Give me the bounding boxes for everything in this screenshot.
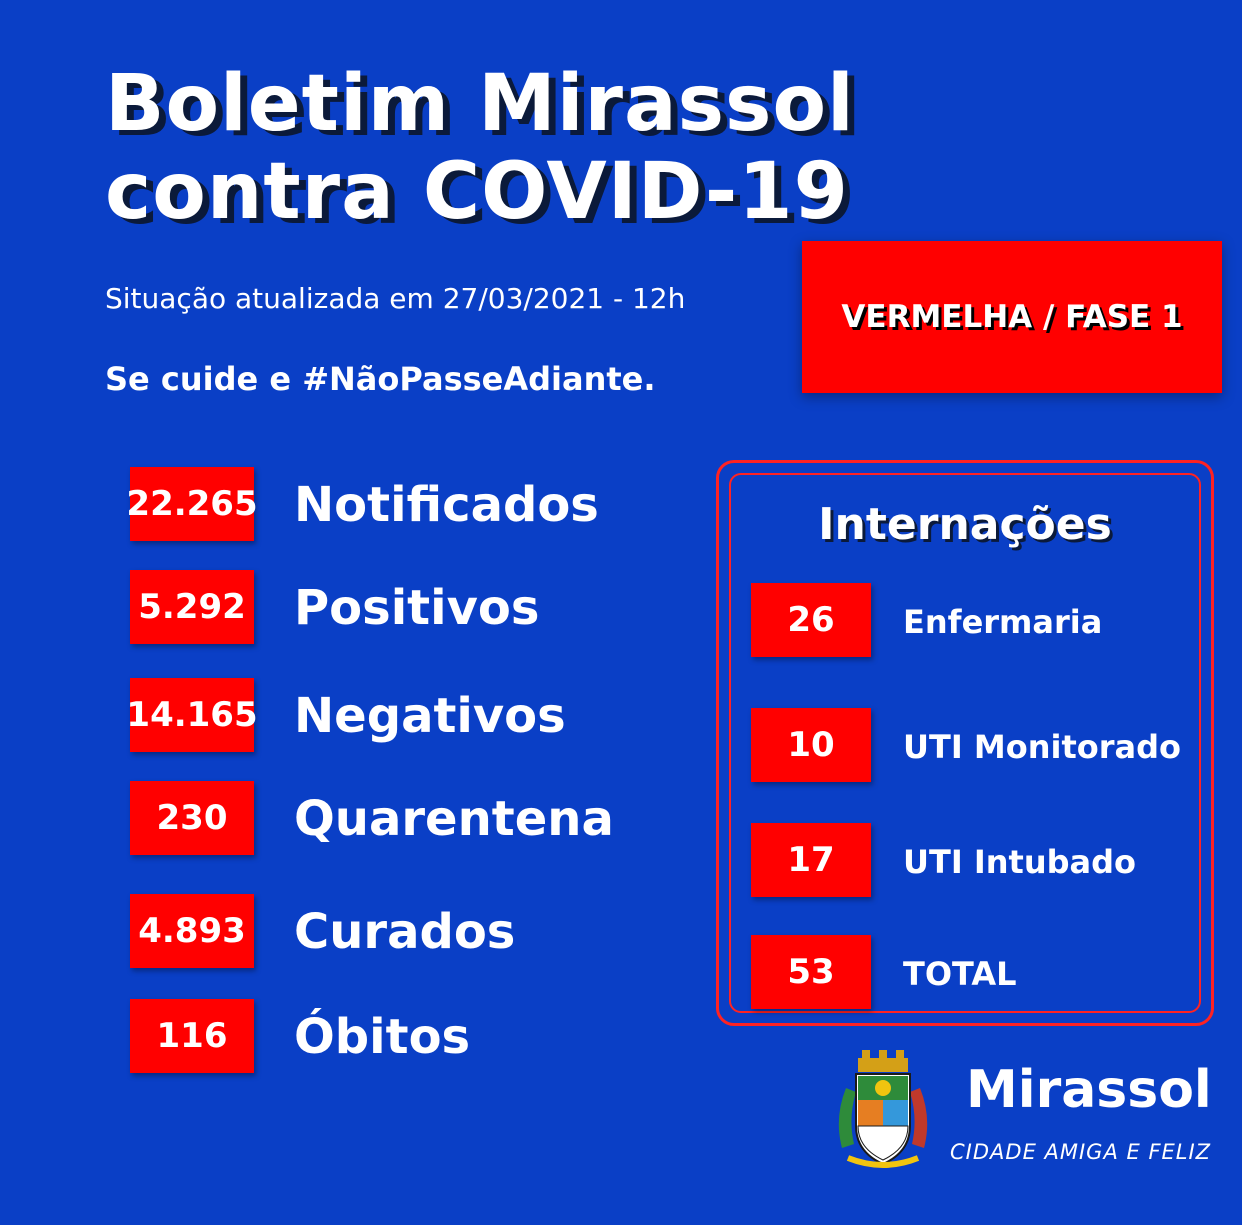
stat-value: 230 <box>130 781 254 855</box>
stat-value: 5.292 <box>130 570 254 644</box>
stat-label: Positivos <box>294 580 540 636</box>
intern-label: UTI Monitorado <box>903 728 1181 766</box>
intern-enfermaria: 26 Enfermaria <box>751 583 1191 659</box>
stat-value: 4.893 <box>130 894 254 968</box>
intern-uti-intubado: 17 UTI Intubado <box>751 823 1191 899</box>
intern-value: 17 <box>751 823 871 897</box>
title-line-1: Boletim Mirassol <box>105 59 855 149</box>
stat-label: Negativos <box>294 688 566 744</box>
phase-badge: VERMELHA / FASE 1 <box>802 241 1222 393</box>
stat-value: 116 <box>130 999 254 1073</box>
page-title: Boletim Mirassol contra COVID-19 <box>105 60 865 236</box>
title-line-2: contra COVID-19 <box>105 147 849 237</box>
stat-label: Quarentena <box>294 791 614 847</box>
stat-value: 22.265 <box>126 467 258 541</box>
internacoes-panel: Internações 26 Enfermaria 10 UTI Monitor… <box>716 460 1214 1026</box>
intern-value: 26 <box>751 583 871 657</box>
update-date: Situação atualizada em 27/03/2021 - 12h <box>105 282 686 315</box>
slogan: Se cuide e #NãoPasseAdiante. <box>105 360 656 398</box>
intern-value: 10 <box>751 708 871 782</box>
stat-label: Curados <box>294 904 516 960</box>
intern-label: Enfermaria <box>903 603 1103 641</box>
city-name: Mirassol <box>966 1060 1212 1120</box>
intern-value: 53 <box>751 935 871 1009</box>
city-crest-icon <box>838 1050 928 1168</box>
phase-label: VERMELHA / FASE 1 <box>841 299 1183 335</box>
intern-label: UTI Intubado <box>903 843 1137 881</box>
stat-value: 14.165 <box>126 678 258 752</box>
city-tagline: CIDADE AMIGA E FELIZ <box>950 1140 1212 1164</box>
intern-label: TOTAL <box>903 955 1017 993</box>
stat-label: Notificados <box>294 477 599 533</box>
intern-uti-monitorado: 10 UTI Monitorado <box>751 708 1191 784</box>
intern-total: 53 TOTAL <box>751 935 1191 1011</box>
internacoes-title: Internações <box>818 499 1112 550</box>
stat-label: Óbitos <box>294 1009 471 1065</box>
